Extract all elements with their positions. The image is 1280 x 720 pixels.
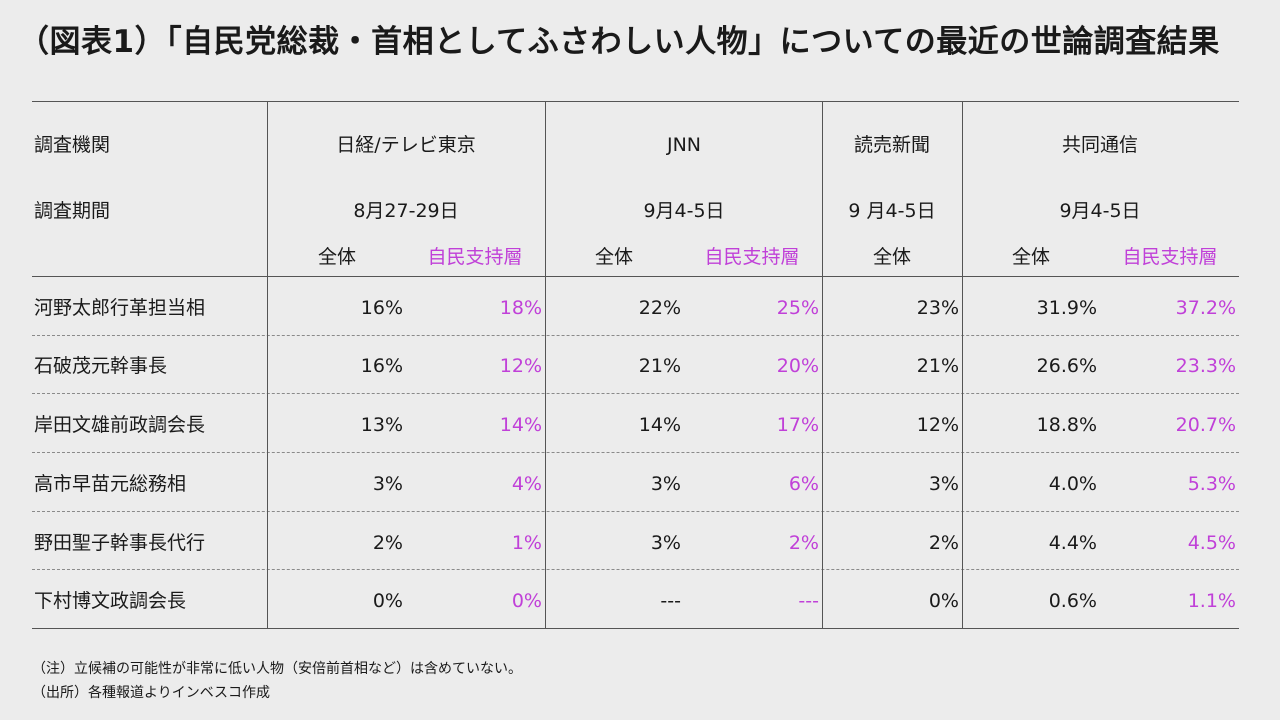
org-yomiuri: 読売新聞 <box>853 134 931 156</box>
footnote-note: （注）立候補の可能性が非常に低い人物（安倍前首相など）は含めていない。 <box>32 661 522 677</box>
value-kyodo-all: 4.0% <box>1048 473 1097 495</box>
value-nikkei-all: 3% <box>372 473 403 495</box>
value-jnn-all: 3% <box>650 532 681 554</box>
candidate-name: 石破茂元幹事長 <box>34 355 168 377</box>
value-kyodo-ldp: 23.3% <box>1175 355 1236 377</box>
value-nikkei-ldp: 12% <box>499 355 542 377</box>
value-kyodo-all: 18.8% <box>1036 414 1097 436</box>
value-nikkei-all: 13% <box>360 414 403 436</box>
value-jnn-all: --- <box>660 590 681 612</box>
subheader-all: 全体 <box>872 246 912 268</box>
value-yomiuri-all: 0% <box>928 590 959 612</box>
candidate-name: 下村博文政調会長 <box>34 590 187 612</box>
subheader-ldp: 自民支持層 <box>427 246 523 268</box>
subheader-all: 全体 <box>1011 246 1051 268</box>
org-nikkei: 日経/テレビ東京 <box>336 134 476 156</box>
subheader-all: 全体 <box>317 246 357 268</box>
subheader-ldp: 自民支持層 <box>1122 246 1218 268</box>
value-nikkei-all: 2% <box>372 532 403 554</box>
subheader-ldp: 自民支持層 <box>704 246 800 268</box>
value-jnn-all: 21% <box>638 355 681 377</box>
value-nikkei-ldp: 14% <box>499 414 542 436</box>
row-divider <box>32 335 1239 336</box>
value-nikkei-ldp: 18% <box>499 297 542 319</box>
page-title: （図表1）「自民党総裁・首相としてふさわしい人物」についての最近の世論調査結果 <box>18 24 1220 60</box>
value-yomiuri-all: 2% <box>928 532 959 554</box>
value-jnn-all: 22% <box>638 297 681 319</box>
candidate-name: 河野太郎行革担当相 <box>34 297 206 319</box>
row-divider <box>32 511 1239 512</box>
value-jnn-ldp: 20% <box>776 355 819 377</box>
column-divider <box>822 101 823 628</box>
org-label: 調査機関 <box>34 134 111 156</box>
column-divider <box>545 101 546 628</box>
value-jnn-ldp: 2% <box>788 532 819 554</box>
subheader-all: 全体 <box>594 246 634 268</box>
value-kyodo-ldp: 37.2% <box>1175 297 1236 319</box>
org-jnn: JNN <box>666 134 702 156</box>
candidate-name: 高市早苗元総務相 <box>34 473 187 495</box>
column-divider <box>962 101 963 628</box>
value-jnn-all: 14% <box>638 414 681 436</box>
table-top-rule <box>32 101 1239 102</box>
row-divider <box>32 452 1239 453</box>
value-nikkei-ldp: 1% <box>511 532 542 554</box>
value-nikkei-ldp: 0% <box>511 590 542 612</box>
column-divider <box>267 101 268 628</box>
value-nikkei-ldp: 4% <box>511 473 542 495</box>
value-jnn-ldp: --- <box>798 590 819 612</box>
value-kyodo-all: 4.4% <box>1048 532 1097 554</box>
header-bottom-rule <box>32 276 1239 277</box>
value-kyodo-all: 26.6% <box>1036 355 1097 377</box>
period-yomiuri: 9 月4-5日 <box>848 200 936 222</box>
period-jnn: 9月4-5日 <box>643 200 725 222</box>
period-kyodo: 9月4-5日 <box>1059 200 1141 222</box>
table-bottom-rule <box>32 628 1239 629</box>
value-yomiuri-all: 21% <box>916 355 959 377</box>
footnote-source: （出所）各種報道よりインベスコ作成 <box>32 685 270 701</box>
value-jnn-all: 3% <box>650 473 681 495</box>
value-nikkei-all: 16% <box>360 297 403 319</box>
value-jnn-ldp: 6% <box>788 473 819 495</box>
value-kyodo-ldp: 4.5% <box>1187 532 1236 554</box>
value-kyodo-ldp: 1.1% <box>1187 590 1236 612</box>
value-kyodo-ldp: 5.3% <box>1187 473 1236 495</box>
value-yomiuri-all: 23% <box>916 297 959 319</box>
row-divider <box>32 569 1239 570</box>
value-jnn-ldp: 17% <box>776 414 819 436</box>
row-divider <box>32 393 1239 394</box>
value-kyodo-ldp: 20.7% <box>1175 414 1236 436</box>
org-kyodo: 共同通信 <box>1061 134 1139 156</box>
value-jnn-ldp: 25% <box>776 297 819 319</box>
period-label: 調査期間 <box>34 200 111 222</box>
value-nikkei-all: 16% <box>360 355 403 377</box>
value-kyodo-all: 31.9% <box>1036 297 1097 319</box>
value-yomiuri-all: 12% <box>916 414 959 436</box>
candidate-name: 岸田文雄前政調会長 <box>34 414 206 436</box>
value-yomiuri-all: 3% <box>928 473 959 495</box>
candidate-name: 野田聖子幹事長代行 <box>34 532 206 554</box>
value-kyodo-all: 0.6% <box>1048 590 1097 612</box>
value-nikkei-all: 0% <box>372 590 403 612</box>
period-nikkei: 8月27-29日 <box>353 200 459 222</box>
